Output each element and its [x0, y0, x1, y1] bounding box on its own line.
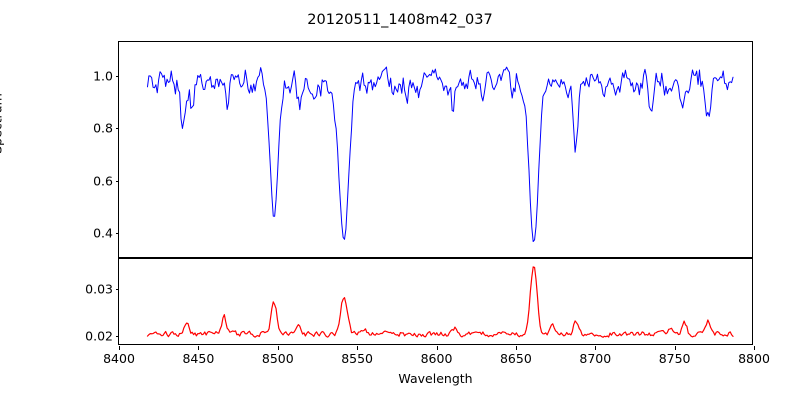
x-tick-label: 8700 [579, 351, 612, 366]
y-tick-mark [115, 128, 119, 130]
y-tick-mark [115, 289, 119, 291]
y-axis-label-spectrum: Spectrum [0, 93, 5, 154]
spectrum-trace [146, 66, 734, 243]
x-tick-label: 8650 [499, 351, 532, 366]
x-tick-label: 8450 [182, 351, 215, 366]
error-panel: 0.02 0.03 8400 8450 8500 8550 8600 8650 8700 875… [85, 258, 770, 366]
x-tick-label: 8400 [103, 351, 135, 366]
x-tick-mark [198, 346, 200, 350]
x-axis-label: Wavelength [398, 371, 473, 386]
y-tick-mark [115, 232, 119, 234]
y-axis-label-error: Error [0, 257, 2, 347]
x-tick-mark [119, 346, 121, 350]
y-tick-label: 0.03 [85, 281, 113, 297]
y-tick-label: 0.4 [93, 225, 113, 241]
x-tick-mark [515, 346, 517, 350]
x-tick-label: 8800 [738, 351, 770, 366]
y-tick-mark [115, 180, 119, 182]
x-tick-label: 8500 [261, 351, 294, 366]
x-tick-label: 8750 [658, 351, 691, 366]
chart-title: 20120511_1408m42_037 [307, 12, 493, 28]
x-tick-mark [595, 346, 597, 350]
y-tick-mark [115, 76, 119, 78]
x-tick-mark [754, 346, 756, 350]
x-tick-mark [436, 346, 438, 350]
y-tick-label: 0.8 [93, 120, 113, 136]
y-tick-label: 0.02 [85, 328, 113, 344]
x-tick-mark [674, 346, 676, 350]
x-tick-label: 8600 [420, 351, 453, 366]
y-tick-mark [115, 335, 119, 337]
error-trace [146, 266, 734, 338]
x-tick-label: 8550 [341, 351, 373, 366]
y-tick-label: 1.0 [93, 68, 113, 84]
y-tick-label: 0.6 [93, 173, 113, 189]
x-tick-mark [357, 346, 359, 350]
spectrum-panel: 0.4 0.6 0.8 1.0 [93, 41, 753, 258]
x-tick-mark [277, 346, 279, 350]
